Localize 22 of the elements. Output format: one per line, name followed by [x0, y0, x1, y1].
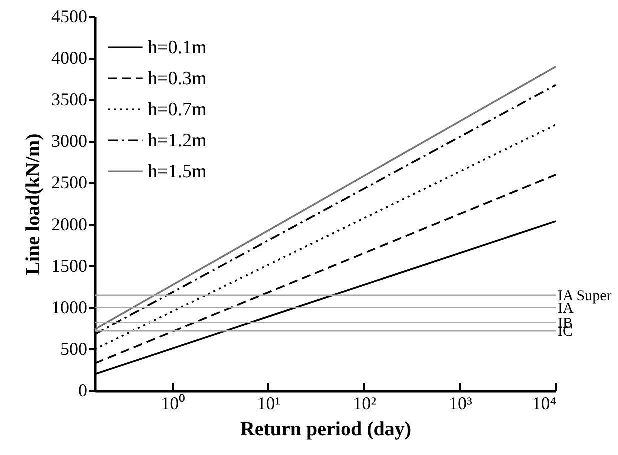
- legend-label: h=1.2m: [148, 130, 207, 152]
- y-tick-label: 500: [60, 338, 88, 359]
- x-tick-label: 10⁰: [161, 394, 186, 414]
- y-tick-label: 0: [78, 380, 88, 400]
- y-tick-label: 4500: [52, 6, 88, 26]
- x-tick-label: 10²: [353, 394, 377, 414]
- y-tick-label: 2000: [52, 214, 88, 234]
- y-tick-label: 3500: [52, 90, 88, 110]
- y-tick-label: 1500: [52, 256, 88, 276]
- legend-label: h=0.7m: [148, 100, 207, 120]
- x-tick-label: 10⁴: [532, 394, 556, 414]
- y-tick-label: 1000: [52, 297, 88, 318]
- y-tick-label: 3000: [52, 131, 88, 152]
- y-tick-label: 4000: [52, 48, 88, 68]
- y-axis-title: Line load(kN/m): [22, 134, 44, 276]
- legend-label: h=0.3m: [148, 68, 207, 90]
- legend-label: h=1.5m: [148, 162, 207, 182]
- x-axis-title: Return period (day): [240, 418, 412, 440]
- x-tick-label: 10¹: [257, 394, 281, 414]
- legend-label: h=0.1m: [148, 38, 207, 58]
- y-tick-label: 2500: [52, 172, 88, 193]
- x-tick-label: 10³: [448, 394, 473, 414]
